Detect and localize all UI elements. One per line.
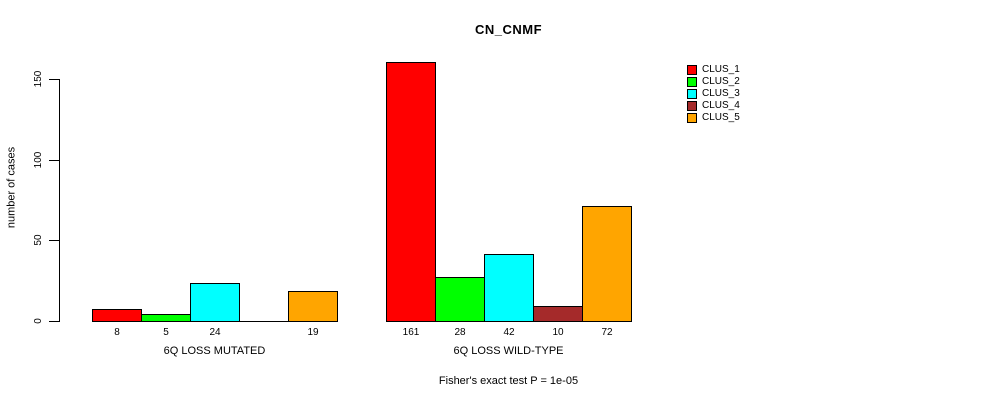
bar-clus_2-group2 <box>435 277 485 322</box>
bar-count-label: 8 <box>114 327 120 338</box>
bar-count-label: 24 <box>209 327 221 338</box>
bar-clus_1-group1 <box>92 309 142 322</box>
legend-label-clus_3: CLUS_3 <box>702 88 740 99</box>
bar-count-label: 5 <box>163 327 169 338</box>
legend-label-clus_4: CLUS_4 <box>702 100 740 111</box>
legend-swatch-clus_1 <box>687 65 697 75</box>
chart-title: CN_CNMF <box>474 22 543 37</box>
bar-clus_4-group2 <box>533 306 583 322</box>
bar-clus_3-group2 <box>484 254 534 322</box>
fisher-test-annotation: Fisher's exact test P = 1e-05 <box>438 375 579 387</box>
legend-swatch-clus_2 <box>687 77 697 87</box>
bar-clus_5-group1 <box>288 291 338 322</box>
bar-count-label: 161 <box>402 327 420 338</box>
y-tick-mark <box>49 240 59 241</box>
legend-label-clus_1: CLUS_1 <box>702 64 740 75</box>
bar-count-label: 19 <box>307 327 319 338</box>
legend-label-clus_2: CLUS_2 <box>702 76 740 87</box>
bar-count-label: 28 <box>454 327 466 338</box>
group-label-wildtype: 6Q LOSS WILD-TYPE <box>453 345 564 357</box>
y-tick-mark <box>49 79 59 80</box>
legend-label-clus_5: CLUS_5 <box>702 112 740 123</box>
y-tick-mark <box>49 321 59 322</box>
bar-count-label: 72 <box>601 327 613 338</box>
y-tick-mark <box>49 160 59 161</box>
bar-count-label: 10 <box>552 327 564 338</box>
legend-swatch-clus_5 <box>687 113 697 123</box>
bar-clus_3-group1 <box>190 283 240 322</box>
bar-count-label: 42 <box>503 327 515 338</box>
legend-swatch-clus_3 <box>687 89 697 99</box>
y-axis-line <box>59 79 60 322</box>
y-tick-label: 0 <box>33 318 44 324</box>
bar-clus_5-group2 <box>582 206 632 322</box>
y-tick-label: 150 <box>33 70 44 88</box>
y-tick-label: 50 <box>33 234 44 246</box>
bar-clus_1-group2 <box>386 62 436 322</box>
legend-swatch-clus_4 <box>687 101 697 111</box>
group-label-mutated: 6Q LOSS MUTATED <box>163 345 266 357</box>
y-tick-label: 100 <box>33 151 44 169</box>
bar-clus_2-group1 <box>141 314 191 322</box>
y-axis-title: number of cases <box>5 146 18 229</box>
